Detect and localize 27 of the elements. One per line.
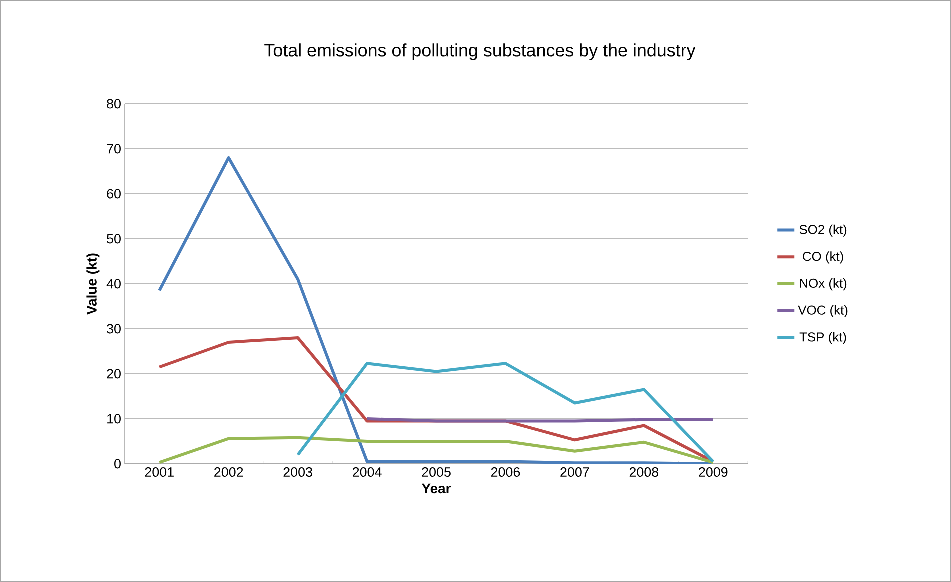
- x-tick-label: 2003: [284, 468, 312, 478]
- x-tick-label: 2002: [214, 468, 244, 478]
- x-tick-label: 2005: [422, 468, 451, 478]
- x-tick-label: 2007: [560, 468, 590, 478]
- y-tick-label: 0: [114, 459, 121, 469]
- line-series: [296, 362, 715, 464]
- y-tick-label: 30: [107, 324, 121, 334]
- y-tick-label: 20: [107, 369, 121, 379]
- legend-label: SO2 (kt): [800, 224, 847, 237]
- x-tick-label: 2008: [630, 468, 659, 478]
- legend-label: CO (kt): [803, 252, 844, 264]
- legend-label: TSP (kt): [800, 332, 846, 344]
- x-tick-label: 2001: [145, 468, 174, 478]
- y-axis-title: Value (kt): [86, 254, 100, 315]
- chart-title: Total emissions of polluting substances by the industry: [264, 44, 696, 60]
- y-tick-label: 10: [108, 414, 121, 424]
- legend-label: VOC (kt): [798, 305, 848, 318]
- y-tick-label: 80: [107, 99, 121, 109]
- x-tick-label: 2004: [352, 468, 382, 478]
- x-tick-label: 2009: [699, 468, 728, 478]
- legend-label: NOx (kt): [800, 278, 847, 291]
- x-tick-label: 2006: [491, 468, 520, 478]
- x-axis-title: Year: [422, 484, 452, 494]
- y-tick-label: 60: [107, 189, 121, 199]
- y-tick-label: 50: [107, 234, 121, 244]
- y-tick-label: 40: [106, 279, 121, 289]
- y-tick-label: 70: [107, 144, 121, 154]
